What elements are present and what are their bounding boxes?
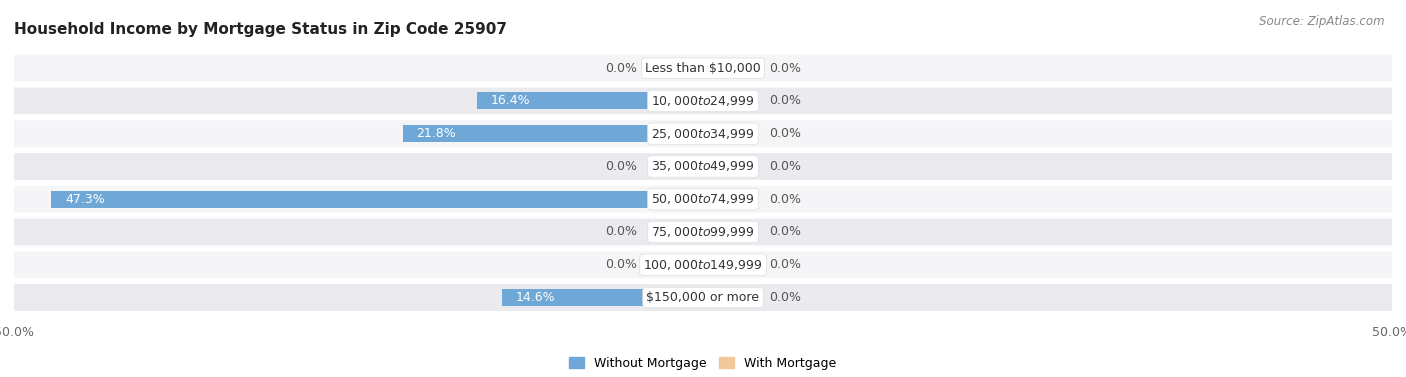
Text: $50,000 to $74,999: $50,000 to $74,999 xyxy=(651,192,755,206)
Text: 0.0%: 0.0% xyxy=(605,160,637,173)
Text: 0.0%: 0.0% xyxy=(769,127,801,140)
Text: Household Income by Mortgage Status in Zip Code 25907: Household Income by Mortgage Status in Z… xyxy=(14,22,508,37)
FancyBboxPatch shape xyxy=(14,284,1392,311)
Text: 0.0%: 0.0% xyxy=(769,291,801,304)
Bar xyxy=(648,60,703,77)
Bar xyxy=(51,191,703,208)
Bar xyxy=(703,289,758,306)
Bar xyxy=(477,92,703,109)
Bar xyxy=(703,125,758,142)
Text: 47.3%: 47.3% xyxy=(65,193,105,206)
FancyBboxPatch shape xyxy=(14,55,1392,81)
Text: $10,000 to $24,999: $10,000 to $24,999 xyxy=(651,94,755,108)
Text: Source: ZipAtlas.com: Source: ZipAtlas.com xyxy=(1260,15,1385,28)
Bar xyxy=(703,158,758,175)
Text: 0.0%: 0.0% xyxy=(605,225,637,239)
Text: Less than $10,000: Less than $10,000 xyxy=(645,62,761,75)
Bar xyxy=(402,125,703,142)
Text: 0.0%: 0.0% xyxy=(769,160,801,173)
Text: 0.0%: 0.0% xyxy=(769,258,801,271)
Bar xyxy=(703,60,758,77)
Text: 0.0%: 0.0% xyxy=(769,225,801,239)
Bar xyxy=(648,224,703,241)
FancyBboxPatch shape xyxy=(14,153,1392,180)
Bar xyxy=(502,289,703,306)
Text: 0.0%: 0.0% xyxy=(769,94,801,107)
Bar xyxy=(703,191,758,208)
Text: $35,000 to $49,999: $35,000 to $49,999 xyxy=(651,159,755,173)
Text: $25,000 to $34,999: $25,000 to $34,999 xyxy=(651,127,755,141)
Legend: Without Mortgage, With Mortgage: Without Mortgage, With Mortgage xyxy=(564,352,842,375)
Text: 0.0%: 0.0% xyxy=(769,193,801,206)
Bar xyxy=(648,256,703,273)
FancyBboxPatch shape xyxy=(14,251,1392,278)
Text: 16.4%: 16.4% xyxy=(491,94,530,107)
FancyBboxPatch shape xyxy=(14,219,1392,245)
Text: 21.8%: 21.8% xyxy=(416,127,456,140)
Text: 0.0%: 0.0% xyxy=(605,258,637,271)
Bar xyxy=(703,224,758,241)
Text: 0.0%: 0.0% xyxy=(769,62,801,75)
Text: 0.0%: 0.0% xyxy=(605,62,637,75)
FancyBboxPatch shape xyxy=(14,186,1392,213)
Text: $75,000 to $99,999: $75,000 to $99,999 xyxy=(651,225,755,239)
FancyBboxPatch shape xyxy=(14,87,1392,114)
FancyBboxPatch shape xyxy=(14,120,1392,147)
Text: 14.6%: 14.6% xyxy=(516,291,555,304)
Text: $150,000 or more: $150,000 or more xyxy=(647,291,759,304)
Text: $100,000 to $149,999: $100,000 to $149,999 xyxy=(644,258,762,272)
Bar xyxy=(703,256,758,273)
Bar xyxy=(703,92,758,109)
Bar xyxy=(648,158,703,175)
